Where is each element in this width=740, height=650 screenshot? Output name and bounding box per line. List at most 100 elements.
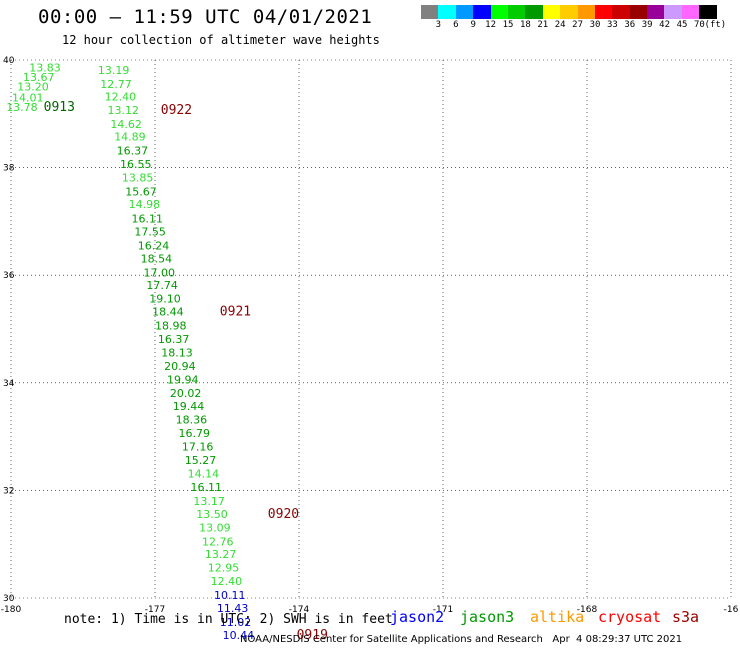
wave-height-label: 14.01 bbox=[12, 91, 44, 104]
color-scale-label: 33 bbox=[606, 20, 618, 30]
color-scale-cell bbox=[455, 5, 474, 19]
satellite-legend-item: jason2 bbox=[390, 608, 445, 626]
color-scale-label: 70 bbox=[693, 20, 705, 30]
wave-height-label: 19.10 bbox=[149, 293, 181, 306]
wave-height-label: 15.67 bbox=[125, 186, 156, 199]
wave-height-label: 14.98 bbox=[129, 198, 161, 211]
wave-height-label: 16.11 bbox=[191, 481, 223, 494]
wave-height-label: 10.11 bbox=[214, 589, 246, 602]
wave-height-label: 11.02 bbox=[220, 616, 252, 629]
color-scale-label: 30 bbox=[589, 20, 601, 30]
wave-height-label: 11.43 bbox=[217, 602, 249, 615]
color-scale-cell bbox=[421, 5, 439, 19]
x-tick-label: -177 bbox=[145, 605, 165, 615]
time-label: 0921 bbox=[220, 305, 251, 320]
wave-height-label: 18.44 bbox=[152, 306, 184, 319]
color-scale-label: 9 bbox=[470, 20, 476, 30]
wave-height-label: 14.14 bbox=[188, 467, 220, 480]
color-scale-cell bbox=[594, 5, 613, 19]
satellite-legend-item: jason3 bbox=[460, 608, 515, 626]
wave-height-label: 17.55 bbox=[134, 225, 166, 238]
y-tick-label: 34 bbox=[3, 379, 15, 389]
wave-height-label: 16.11 bbox=[131, 212, 163, 225]
color-scale-label: 6 bbox=[453, 20, 459, 30]
satellite-legend-item: altika bbox=[530, 608, 585, 626]
wave-height-label: 12.95 bbox=[208, 562, 240, 575]
footer-credit: NOAA/NESDIS Center for Satellite Applica… bbox=[240, 634, 683, 645]
color-scale-label: 27 bbox=[572, 20, 584, 30]
time-label: 0920 bbox=[268, 507, 299, 522]
color-scale-label: 45 bbox=[676, 20, 688, 30]
x-tick-label: -171 bbox=[433, 605, 453, 615]
wave-height-label: 13.17 bbox=[193, 495, 225, 508]
color-scale-cell bbox=[681, 5, 700, 19]
page-title: 00:00 – 11:59 UTC 04/01/2021 bbox=[38, 6, 373, 28]
wave-height-label: 16.79 bbox=[179, 427, 211, 440]
wave-height-label: 16.55 bbox=[120, 158, 151, 171]
y-tick-label: 36 bbox=[3, 271, 15, 281]
color-scale-cell bbox=[647, 5, 665, 19]
wave-height-label: 18.98 bbox=[155, 320, 187, 333]
color-scale-cell bbox=[507, 5, 526, 19]
wave-height-label: 13.50 bbox=[196, 508, 228, 521]
x-tick-label: -174 bbox=[289, 605, 310, 615]
color-scale-label: 18 bbox=[519, 20, 531, 30]
x-tick-label: -180 bbox=[1, 605, 22, 615]
note-text: note: 1) Time is in UTC; 2) SWH is in fe… bbox=[64, 612, 393, 627]
x-tick-label: -168 bbox=[577, 605, 598, 615]
color-scale-cell bbox=[629, 5, 648, 19]
satellite-legend-item: s3a bbox=[672, 608, 700, 626]
color-scale-cell bbox=[490, 5, 508, 19]
wave-height-label: 12.77 bbox=[100, 78, 132, 91]
color-scale-cell bbox=[473, 5, 491, 19]
color-scale-label: 3 bbox=[435, 20, 442, 30]
wave-height-label: 12.40 bbox=[105, 90, 137, 103]
wave-height-label: 17.16 bbox=[182, 441, 214, 454]
color-scale-unit: (ft) bbox=[704, 20, 727, 30]
y-tick-label: 32 bbox=[3, 486, 14, 496]
color-scale-label: 12 bbox=[485, 20, 497, 30]
wave-height-label: 17.00 bbox=[143, 266, 175, 279]
y-tick-label: 30 bbox=[3, 594, 15, 604]
color-scale-cell bbox=[438, 5, 456, 19]
wave-height-label: 18.54 bbox=[141, 252, 173, 265]
wave-height-label: 18.13 bbox=[161, 346, 193, 359]
color-scale-label: 39 bbox=[641, 20, 653, 30]
wave-height-label: 13.20 bbox=[17, 81, 48, 94]
wave-height-label: 13.19 bbox=[98, 64, 130, 77]
wave-height-label: 13.27 bbox=[205, 548, 237, 561]
time-label: 0913 bbox=[44, 100, 75, 115]
wave-height-label: 12.76 bbox=[202, 535, 234, 548]
wave-height-label: 10.44 bbox=[223, 629, 255, 642]
wave-height-label: 14.62 bbox=[110, 118, 142, 131]
color-scale-cell bbox=[612, 5, 630, 19]
color-scale-cell bbox=[699, 5, 717, 19]
color-scale-labels: 3 6 9 12 15 18 21 24 27 30 33 36 39 42 45 70 (ft) bbox=[421, 20, 740, 32]
wave-height-label: 16.24 bbox=[138, 239, 170, 252]
color-scale-cell bbox=[664, 5, 682, 19]
color-scale-label: 36 bbox=[624, 20, 636, 30]
wave-height-label: 13.09 bbox=[199, 521, 231, 534]
wave-height-label: 16.37 bbox=[158, 333, 190, 346]
wave-height-label: 13.83 bbox=[29, 61, 60, 74]
wave-height-label: 13.85 bbox=[122, 172, 154, 185]
color-scale-label: 15 bbox=[502, 20, 514, 30]
color-scale-bar bbox=[421, 5, 717, 19]
wave-height-label: 13.78 bbox=[6, 101, 38, 114]
wave-height-label: 20.94 bbox=[164, 360, 196, 373]
color-scale-label: 21 bbox=[537, 20, 549, 30]
wave-height-label: 18.36 bbox=[176, 414, 208, 427]
color-scale-cell bbox=[560, 5, 578, 19]
color-scale-cell bbox=[525, 5, 543, 19]
y-tick-label: 38 bbox=[3, 164, 15, 174]
chart-subtitle: 12 hour collection of altimeter wave hei… bbox=[62, 33, 380, 47]
wave-height-label: 12.40 bbox=[211, 575, 243, 588]
color-scale-label: 24 bbox=[554, 20, 566, 30]
wave-height-label: 19.44 bbox=[173, 400, 205, 413]
x-tick-label: -16 bbox=[724, 605, 739, 615]
satellite-legend-item: cryosat bbox=[598, 608, 662, 626]
wave-height-label: 13.12 bbox=[107, 104, 139, 117]
wave-height-label: 16.37 bbox=[117, 145, 149, 158]
wave-height-label: 17.74 bbox=[146, 279, 178, 292]
wave-height-label: 15.27 bbox=[185, 454, 217, 467]
